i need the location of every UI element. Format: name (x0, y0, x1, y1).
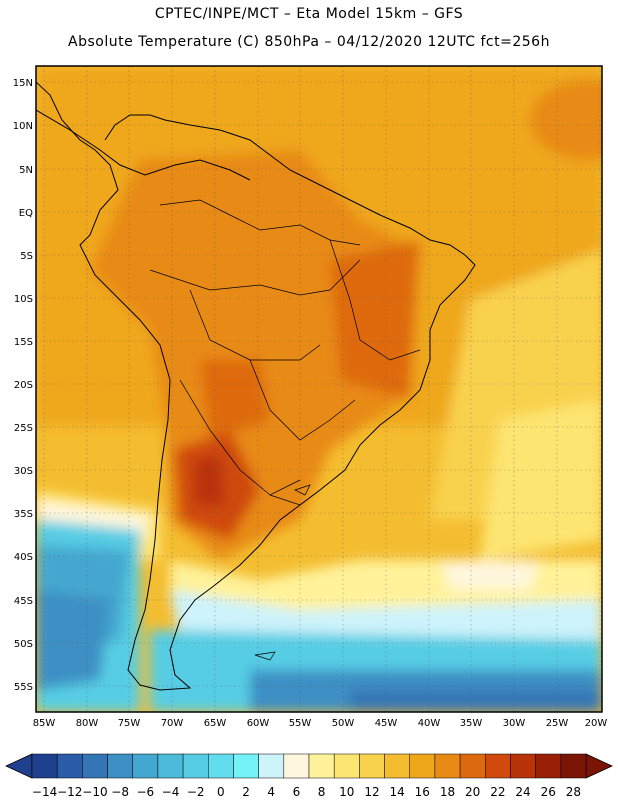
lon-label: 80W (76, 718, 99, 729)
colorbar-swatch (31, 753, 58, 779)
colorbar-swatch (258, 753, 285, 779)
lat-label: 50S (14, 639, 33, 650)
colorbar-high-arrow (585, 753, 613, 779)
lon-label: 20W (585, 718, 608, 729)
colorbar-label: 22 (490, 785, 505, 799)
lon-label: 25W (546, 718, 569, 729)
colorbar-swatch (132, 753, 159, 779)
colorbar-swatch (333, 753, 360, 779)
colorbar-swatch (157, 753, 184, 779)
colorbar-swatch (182, 753, 209, 779)
colorbar-swatch (82, 753, 108, 779)
colorbar-label: 16 (415, 785, 430, 799)
lon-label: 75W (118, 718, 141, 729)
lat-label: 10S (14, 294, 33, 305)
lon-label: 30W (503, 718, 526, 729)
lat-label: 55S (14, 682, 33, 693)
lon-label: 40W (418, 718, 441, 729)
map-subtitle: Absolute Temperature (C) 850hPa – 04/12/… (68, 34, 550, 50)
colorbar-label: 2 (242, 785, 250, 799)
lat-label: 15S (14, 337, 33, 348)
latitude-labels: 15N 10N 5N EQ 5S 10S 15S 20S 25S 30S 35S… (13, 78, 33, 693)
colorbar-swatch (459, 753, 486, 779)
lat-label: 5S (20, 251, 33, 262)
colorbar-swatch (56, 753, 83, 779)
coastlines (36, 81, 476, 691)
colorbar-label: 10 (339, 785, 354, 799)
country-borders (149, 199, 421, 661)
colorbar-label: −8 (111, 785, 129, 799)
lat-label: 30S (14, 466, 33, 477)
lat-label: 40S (14, 552, 33, 563)
colorbar-label: 18 (440, 785, 455, 799)
lat-label: EQ (19, 208, 33, 219)
lat-label: 5N (19, 165, 33, 176)
lon-label: 70W (161, 718, 184, 729)
colorbar-label: 4 (267, 785, 275, 799)
colorbar-swatch (107, 753, 133, 779)
lon-label: 55W (289, 718, 312, 729)
colorbar-label: −14 (32, 785, 57, 799)
lon-label: 85W (33, 718, 56, 729)
colorbar-label: 8 (318, 785, 326, 799)
lon-label: 50W (332, 718, 355, 729)
lat-label: 35S (14, 509, 33, 520)
colorbar-swatch (535, 753, 562, 779)
colorbar-label: −12 (57, 785, 82, 799)
lat-label: 15N (13, 78, 33, 89)
colorbar-label: 20 (465, 785, 480, 799)
colorbar-label: 0 (217, 785, 225, 799)
lat-label: 20S (14, 380, 33, 391)
temperature-field (36, 66, 602, 712)
colorbar-swatch (434, 753, 461, 779)
colorbar-label: 6 (293, 785, 301, 799)
colorbar-label: −10 (82, 785, 107, 799)
colorbar-swatch (283, 753, 310, 779)
colorbar-swatch (384, 753, 410, 779)
colorbar-label: 12 (364, 785, 379, 799)
colorbar-swatch (485, 753, 511, 779)
colorbar-swatch (233, 753, 259, 779)
colorbar-label: 14 (389, 785, 404, 799)
map-frame (35, 65, 603, 713)
colorbar-label: −2 (187, 785, 205, 799)
lat-label: 25S (14, 423, 33, 434)
map-title: CPTEC/INPE/MCT – Eta Model 15km – GFS (154, 6, 464, 22)
colorbar-swatch (510, 753, 536, 779)
colorbar-label: 26 (541, 785, 556, 799)
colorbar-swatch (208, 753, 234, 779)
colorbar-swatch (359, 753, 385, 779)
longitude-labels: 85W 80W 75W 70W 65W 60W 55W 50W 45W 40W … (33, 718, 608, 729)
lat-label: 10N (13, 121, 33, 132)
colorbar-label: −6 (136, 785, 154, 799)
lon-label: 65W (204, 718, 227, 729)
colorbar-swatch (560, 753, 587, 779)
colorbar-label: 28 (566, 785, 581, 799)
colorbar-label: −4 (162, 785, 180, 799)
lon-label: 60W (247, 718, 270, 729)
lon-label: 35W (460, 718, 483, 729)
colorbar-low-arrow (5, 753, 33, 779)
colorbar-swatch (409, 753, 436, 779)
colorbar-swatch (308, 753, 335, 779)
colorbar-label: 24 (515, 785, 530, 799)
colorbar: −14 −12 −10 −8 −6 −4 −2 0 2 4 6 8 10 12 14 16 18 20 22 24 26… (5, 753, 613, 799)
lat-label: 45S (14, 596, 33, 607)
lon-label: 45W (375, 718, 398, 729)
